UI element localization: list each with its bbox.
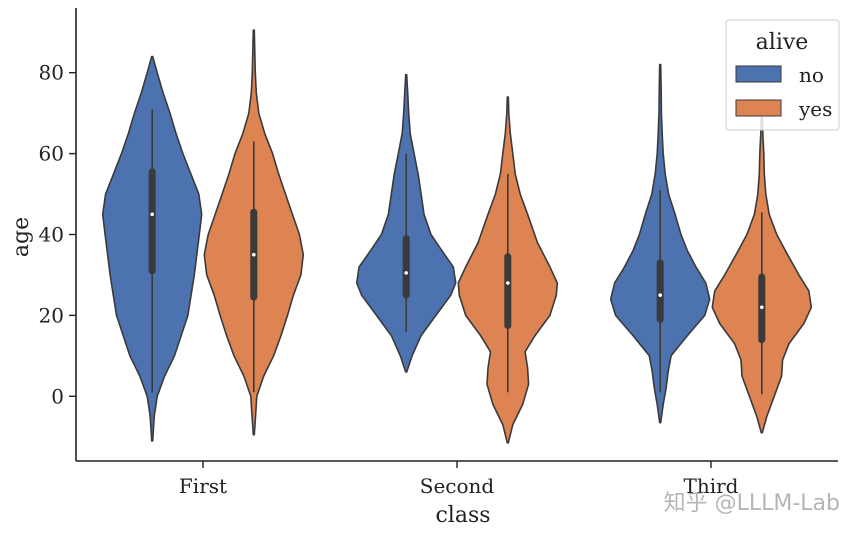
y-tick-label: 40 — [39, 223, 64, 247]
legend-label-yes: yes — [798, 97, 832, 121]
legend-swatch-no — [735, 65, 782, 83]
x-tick-label-second: Second — [420, 474, 495, 498]
boxes-layer — [148, 109, 766, 395]
violins-layer — [101, 29, 813, 444]
y-tick-label: 60 — [39, 142, 64, 166]
watermark-text: 知乎 @LLLM-Lab — [663, 491, 840, 516]
x-ticks: First Second Third — [179, 461, 739, 498]
legend-title: alive — [756, 30, 809, 55]
x-tick-label-third: Third — [684, 474, 739, 498]
y-tick-label: 0 — [51, 384, 64, 408]
y-ticks: 0 20 40 60 80 — [39, 61, 76, 408]
x-tick-label-first: First — [179, 474, 227, 498]
median-no-third — [658, 293, 662, 297]
median-yes-first — [252, 252, 256, 257]
y-tick-label: 20 — [39, 303, 64, 327]
median-yes-third — [760, 305, 764, 310]
y-axis-label: age — [9, 217, 34, 257]
legend-swatch-yes — [735, 99, 782, 117]
legend: alive no yes — [725, 19, 840, 131]
median-yes-second — [506, 281, 510, 285]
median-no-first — [150, 212, 154, 217]
legend-label-no: no — [799, 63, 824, 87]
median-no-second — [404, 271, 409, 275]
x-axis-label: class — [435, 503, 490, 528]
y-tick-label: 80 — [39, 61, 64, 85]
